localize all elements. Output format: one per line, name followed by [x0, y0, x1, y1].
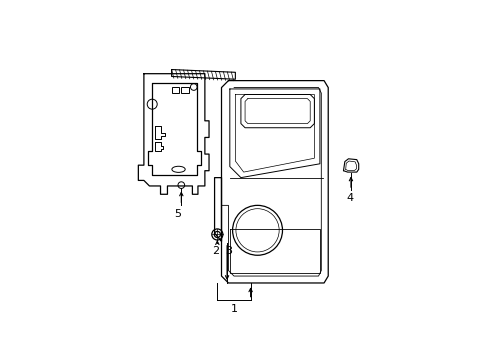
Text: 5: 5 — [174, 209, 181, 219]
Text: 1: 1 — [230, 304, 237, 314]
Text: 4: 4 — [346, 193, 352, 203]
Text: 3: 3 — [224, 246, 231, 256]
Bar — [171, 87, 179, 93]
Bar — [181, 87, 189, 93]
Text: 2: 2 — [212, 246, 219, 256]
